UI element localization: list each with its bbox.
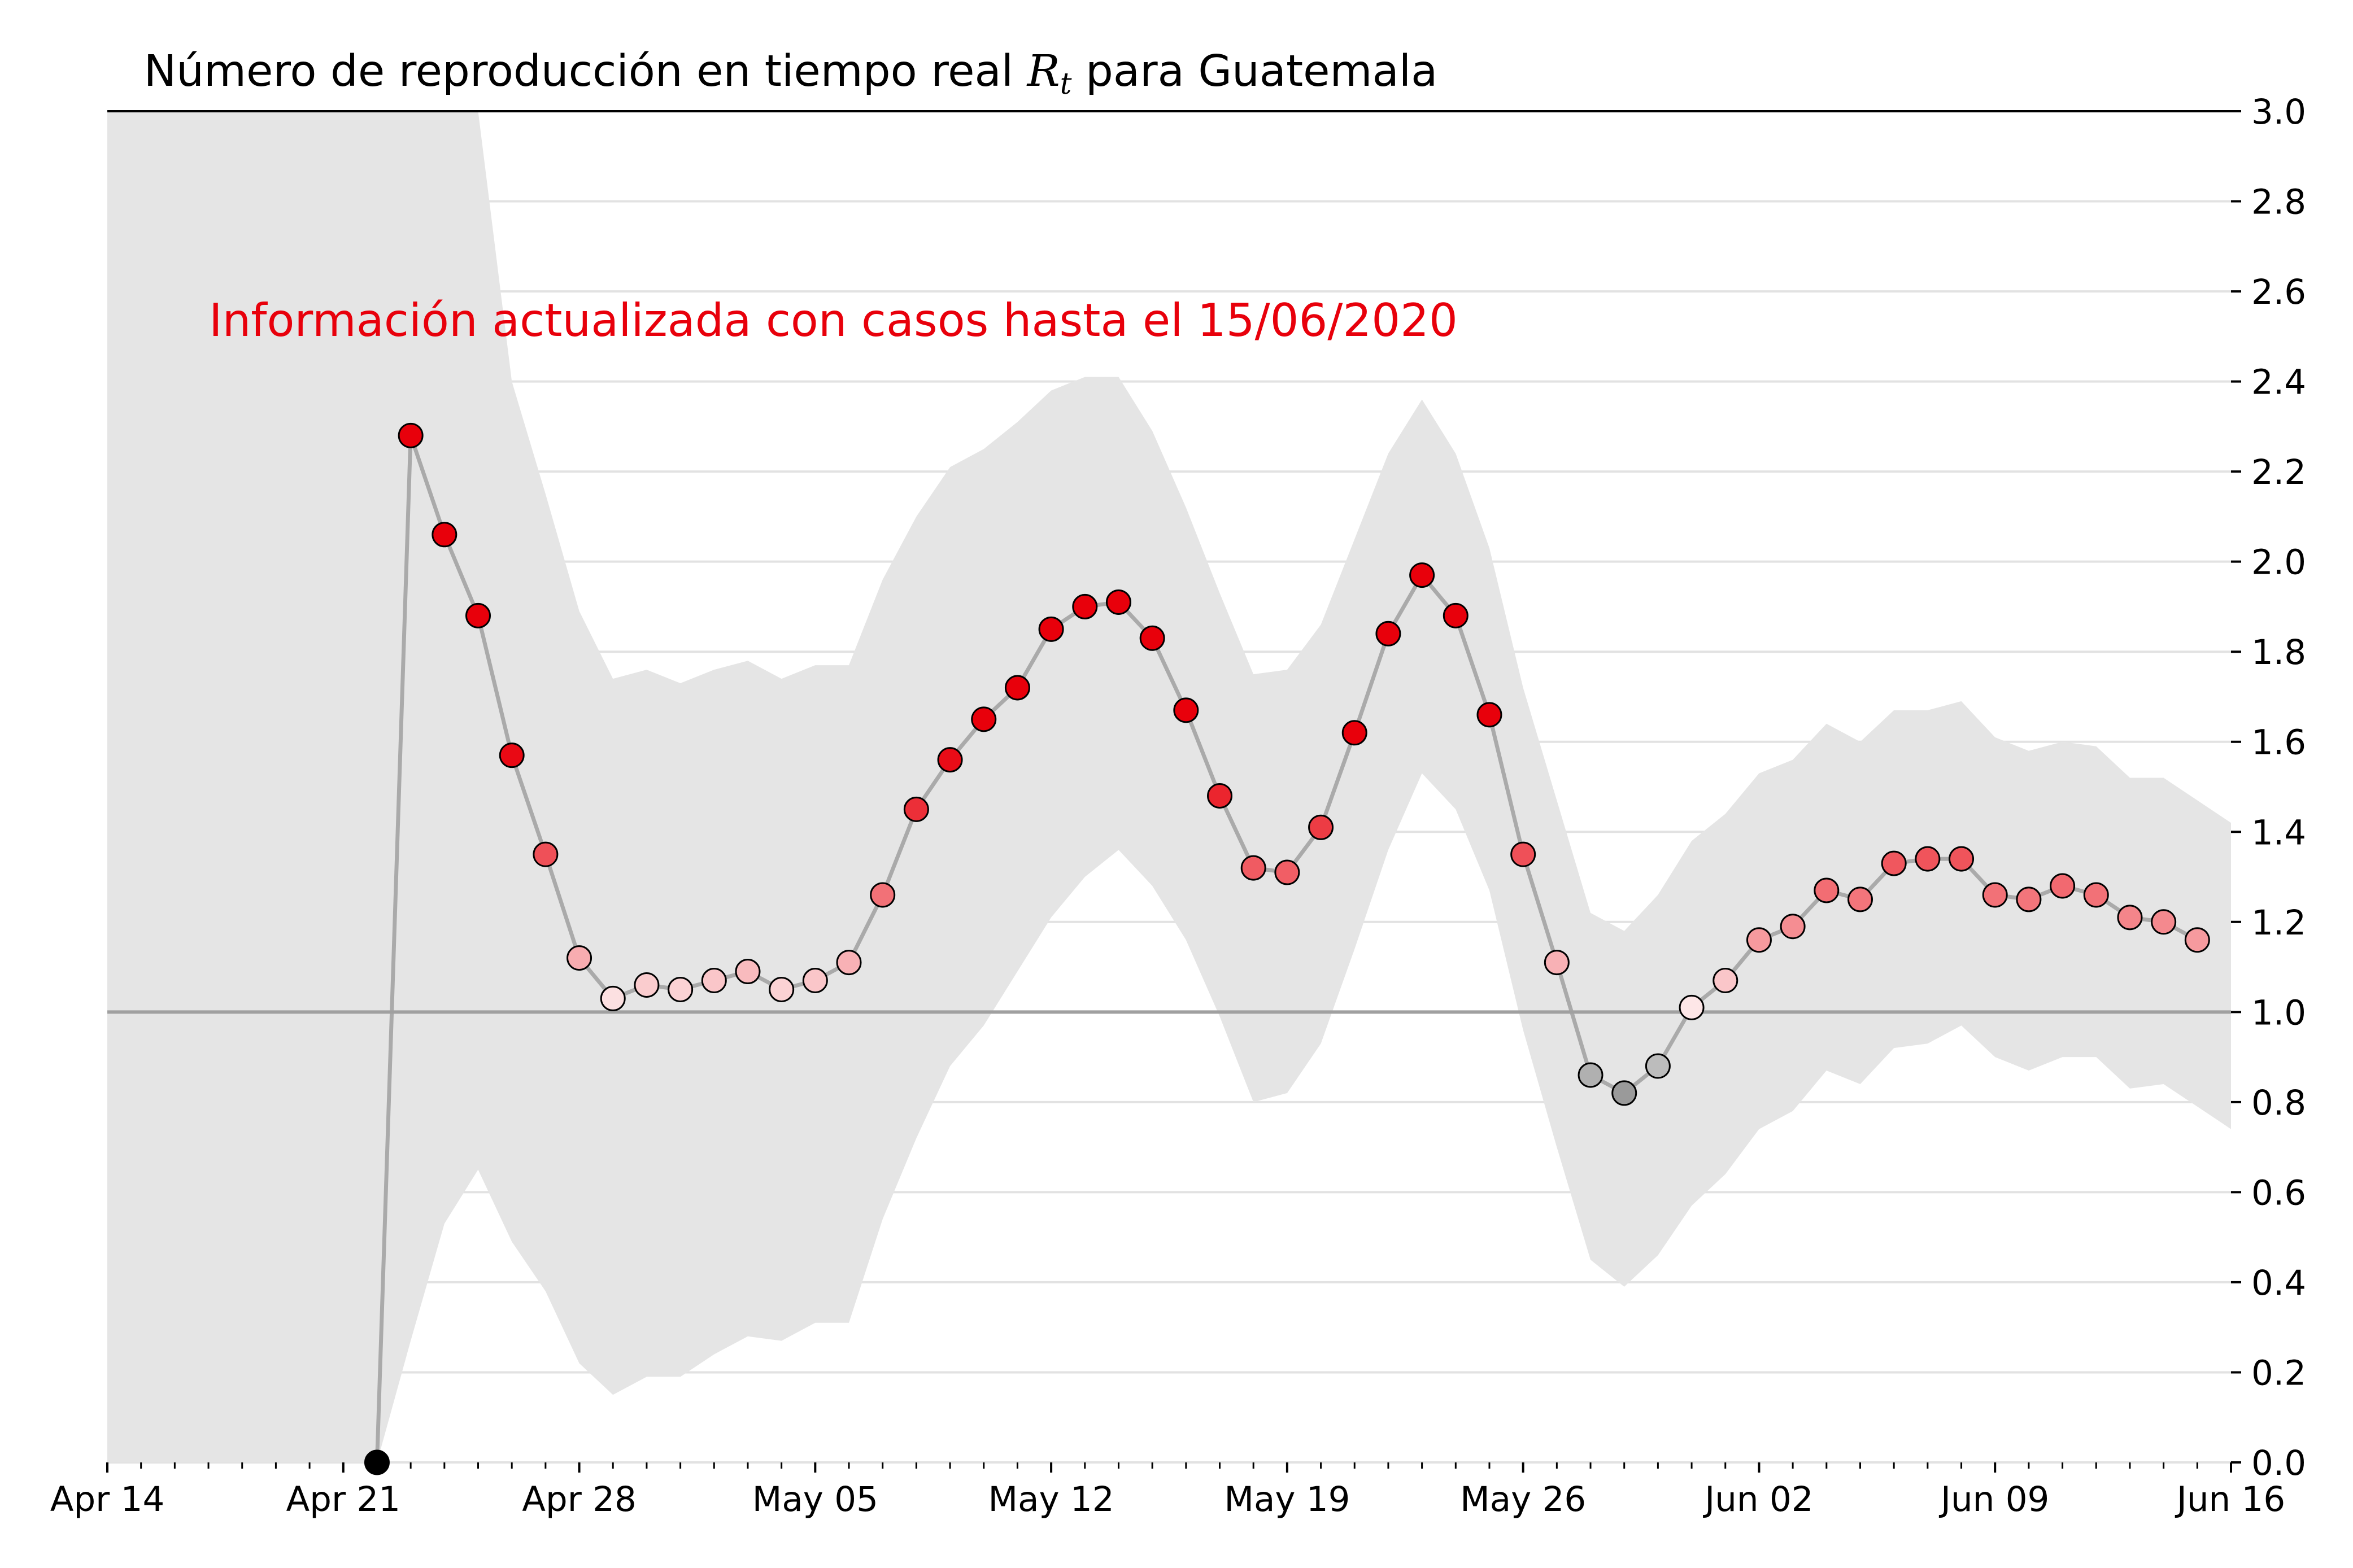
x-tick-label: May 26 (1460, 1479, 1586, 1519)
x-tick-label: May 12 (988, 1479, 1114, 1519)
title-symbol: R (1026, 46, 1060, 97)
x-tick-label: Jun 16 (2175, 1479, 2285, 1519)
rt-point (701, 967, 727, 993)
y-tick-label: 0.0 (2251, 1443, 2306, 1483)
rt-point (1847, 886, 1873, 912)
rt-point (2083, 882, 2109, 908)
rt-point (1746, 927, 1772, 953)
rt-point (1679, 994, 1705, 1020)
rt-point (769, 976, 795, 1002)
rt-point (1139, 625, 1165, 651)
y-tick-label: 2.6 (2251, 272, 2306, 312)
y-tick-label: 0.2 (2251, 1353, 2306, 1393)
rt-point (1982, 882, 2008, 908)
rt-point (1207, 783, 1233, 809)
rt-point (1881, 850, 1907, 876)
rt-point (802, 967, 828, 993)
title-prefix: Número de reproducción en tiempo real (144, 46, 1027, 97)
y-tick-label: 2.8 (2251, 182, 2306, 222)
rt-point (1409, 562, 1435, 588)
y-axis: 0.0 0.2 0.4 0.6 0.8 1.0 1.2 1.4 1.6 1.8 2.0 2.2 2.4 2… (2231, 92, 2306, 1483)
rt-point (1038, 616, 1064, 642)
rt-point (1240, 855, 1266, 881)
rt-point (1173, 697, 1199, 723)
y-tick-label: 1.8 (2251, 632, 2306, 672)
chart-title: Número de reproducción en tiempo real Rt… (144, 46, 1438, 101)
rt-point (1476, 702, 1502, 728)
rt-point (1949, 846, 1975, 872)
rt-point (1510, 841, 1536, 867)
rt-point (1443, 602, 1469, 628)
rt-point (533, 841, 559, 867)
y-tick-label: 0.4 (2251, 1263, 2306, 1303)
rt-point (465, 602, 491, 628)
rt-point (1780, 914, 1806, 940)
y-tick-label: 3.0 (2251, 92, 2306, 132)
title-suffix: para Guatemala (1071, 46, 1437, 97)
rt-point (1611, 1080, 1637, 1106)
rt-point (567, 945, 592, 971)
rt-point (1341, 720, 1367, 746)
rt-point (2016, 886, 2042, 912)
rt-point (1814, 877, 1840, 903)
rt-point (2184, 927, 2210, 953)
y-tick-label: 1.0 (2251, 993, 2306, 1033)
x-tick-label: Apr 28 (522, 1479, 637, 1519)
uncertainty-band (107, 111, 2231, 1462)
rt-point (668, 976, 694, 1002)
x-tick-label: May 19 (1224, 1479, 1350, 1519)
rt-point (2151, 909, 2177, 935)
rt-point (1915, 846, 1941, 872)
rt-point (432, 522, 457, 548)
y-tick-label: 0.8 (2251, 1083, 2306, 1123)
rt-point (634, 972, 660, 998)
rt-point (1308, 814, 1334, 840)
y-tick-label: 2.2 (2251, 452, 2306, 492)
rt-point (1578, 1062, 1603, 1088)
rt-point (1072, 593, 1098, 619)
rt-point (1544, 950, 1570, 976)
rt-point (600, 985, 626, 1011)
x-tick-label: Apr 21 (286, 1479, 401, 1519)
rt-point (2050, 873, 2076, 899)
y-tick-label: 0.6 (2251, 1173, 2306, 1213)
x-axis: Apr 14 Apr 21 Apr 28 May 05 May 12 May 19 May … (50, 1462, 2285, 1519)
rt-point (903, 796, 929, 822)
x-tick-label: Apr 14 (50, 1479, 165, 1519)
rt-point (1375, 621, 1401, 647)
data-points-layer (364, 422, 2210, 1475)
x-tick-label: May 05 (752, 1479, 878, 1519)
rt-point (398, 422, 424, 448)
rt-point (1004, 675, 1030, 701)
rt-point (870, 882, 896, 908)
rt-point (1274, 859, 1300, 885)
rt-point (1105, 589, 1131, 615)
rt-point (937, 747, 963, 773)
y-tick-label: 2.0 (2251, 543, 2306, 583)
rt-point (1713, 967, 1738, 993)
rt-point (1645, 1053, 1671, 1079)
y-tick-label: 1.6 (2251, 723, 2306, 763)
x-tick-label: Jun 02 (1702, 1479, 1813, 1519)
rt-point (735, 959, 761, 985)
uncertainty-band-layer (107, 111, 2231, 1462)
rt-point (2117, 905, 2143, 931)
title-subscript: t (1060, 67, 1072, 101)
y-tick-label: 1.2 (2251, 903, 2306, 943)
y-tick-label: 1.4 (2251, 813, 2306, 853)
y-tick-label: 2.4 (2251, 362, 2306, 403)
rt-point (971, 706, 997, 732)
update-annotation: Información actualizada con casos hasta … (209, 294, 1458, 347)
x-tick-label: Jun 09 (1938, 1479, 2049, 1519)
rt-point (836, 950, 862, 976)
rt-point (499, 742, 525, 768)
